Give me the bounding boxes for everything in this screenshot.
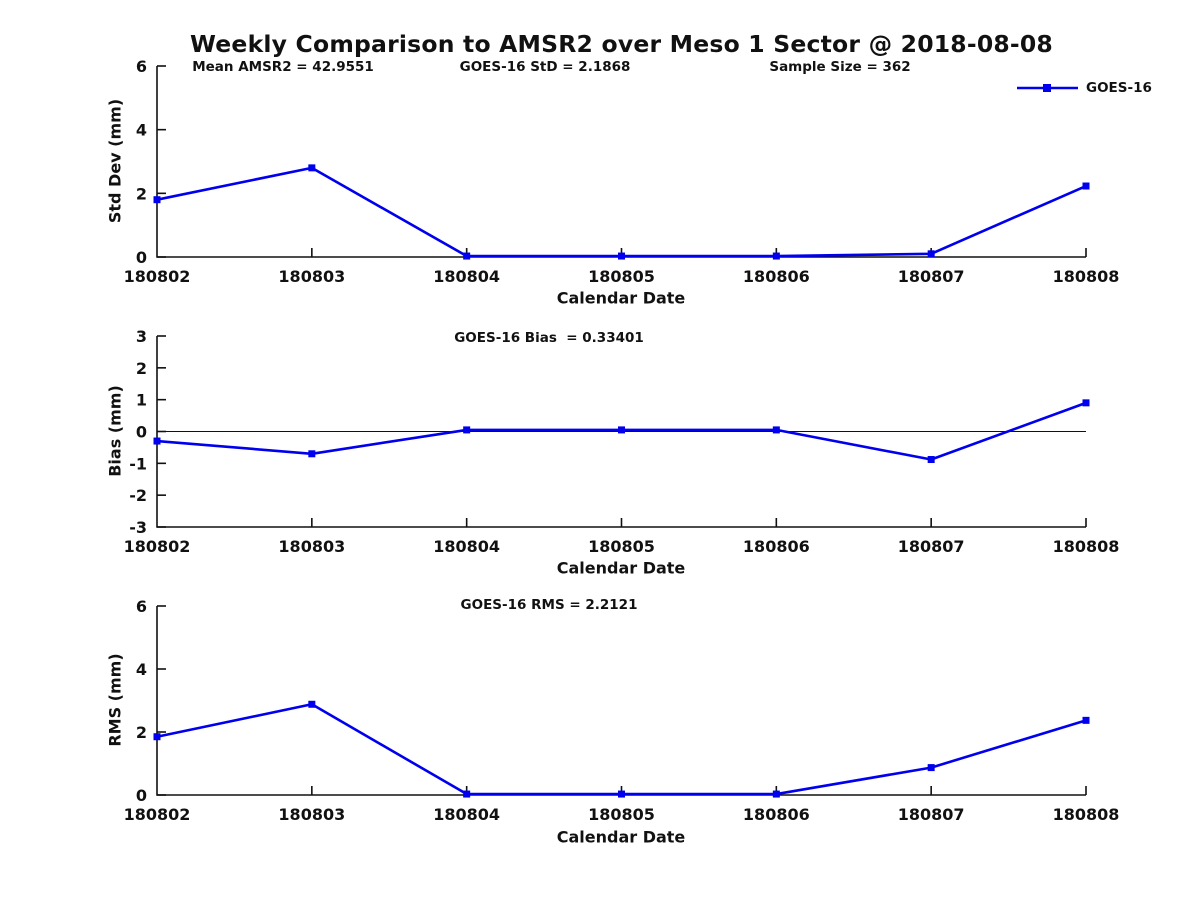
data-point-marker [1082, 399, 1090, 407]
stat-sample-size: Sample Size = 362 [769, 59, 911, 75]
x-tick-label: 180807 [898, 805, 965, 824]
x-axis-label-calendar-date-2: Calendar Date [556, 558, 686, 578]
x-axis-label-calendar-date-3: Calendar Date [556, 827, 686, 847]
x-tick-label: 180804 [433, 267, 500, 286]
x-tick-label: 180803 [278, 537, 345, 556]
y-tick-label: 4 [136, 121, 147, 140]
x-tick-label: 180808 [1053, 537, 1120, 556]
y-tick-label: 2 [136, 723, 147, 742]
series-line-goes-16 [156, 702, 1087, 796]
data-point-marker [772, 426, 780, 434]
y-tick-label: 0 [136, 786, 147, 805]
subtitle-rms: GOES-16 RMS = 2.2121 [460, 597, 638, 613]
x-axis-label-calendar-date-1: Calendar Date [556, 288, 686, 308]
data-point-marker [153, 196, 161, 204]
data-point-marker [308, 700, 316, 708]
x-tick-label: 180803 [278, 267, 345, 286]
data-point-marker [927, 456, 935, 464]
y-tick-label: 4 [136, 660, 147, 679]
y-tick-label: 2 [136, 184, 147, 203]
legend-label-goes16: GOES-16 [1086, 80, 1152, 96]
data-point-marker [463, 252, 471, 260]
y-tick-label: -3 [129, 518, 147, 537]
figure-title: Weekly Comparison to AMSR2 over Meso 1 S… [190, 30, 1053, 58]
stat-mean-amsr2: Mean AMSR2 = 42.9551 [192, 59, 374, 75]
data-point-marker [927, 764, 935, 772]
x-tick-label: 180806 [743, 267, 810, 286]
data-point-marker [463, 790, 471, 798]
data-point-marker [618, 790, 625, 798]
data-point-marker [772, 252, 780, 260]
x-tick-label: 180807 [898, 267, 965, 286]
data-point-marker [153, 733, 161, 741]
y-axis-label-std-dev: Std Dev (mm) [105, 98, 125, 224]
y-tick-label: 6 [136, 597, 147, 616]
data-point-marker [308, 450, 316, 458]
x-tick-label: 180804 [433, 805, 500, 824]
y-axis-label-bias: Bias (mm) [105, 385, 125, 477]
data-point-marker [463, 426, 471, 434]
y-tick-label: 3 [136, 327, 147, 346]
legend-marker [1043, 84, 1051, 92]
data-point-marker [618, 252, 625, 260]
x-tick-label: 180805 [588, 537, 655, 556]
x-tick-label: 180808 [1053, 805, 1120, 824]
x-tick-label: 180805 [588, 805, 655, 824]
series-line-goes-16 [156, 166, 1087, 258]
x-tick-label: 180808 [1053, 267, 1120, 286]
y-tick-label: 0 [136, 248, 147, 267]
data-point-marker [618, 426, 625, 434]
x-tick-label: 180804 [433, 537, 500, 556]
y-tick-label: 0 [136, 423, 147, 442]
stat-goes16-std: GOES-16 StD = 2.1868 [459, 59, 631, 75]
y-axis-label-rms: RMS (mm) [105, 653, 125, 747]
x-tick-label: 180805 [588, 267, 655, 286]
data-point-marker [927, 250, 935, 258]
x-tick-label: 180806 [743, 805, 810, 824]
subtitle-bias: GOES-16 Bias = 0.33401 [454, 330, 644, 346]
x-tick-label: 180802 [124, 805, 191, 824]
data-point-marker [772, 790, 780, 798]
x-tick-label: 180802 [124, 537, 191, 556]
x-tick-label: 180807 [898, 537, 965, 556]
data-point-marker [1082, 182, 1090, 190]
x-tick-label: 180802 [124, 267, 191, 286]
y-tick-label: 1 [136, 391, 147, 410]
axis-spines [156, 606, 1086, 796]
y-tick-label: 2 [136, 359, 147, 378]
data-point-marker [308, 164, 316, 172]
x-tick-label: 180803 [278, 805, 345, 824]
axis-spines [156, 66, 1086, 258]
data-point-marker [1082, 716, 1090, 724]
x-tick-label: 180806 [743, 537, 810, 556]
data-point-marker [153, 437, 161, 445]
y-tick-label: 6 [136, 57, 147, 76]
y-tick-label: -1 [129, 454, 147, 473]
y-tick-label: -2 [129, 486, 147, 505]
